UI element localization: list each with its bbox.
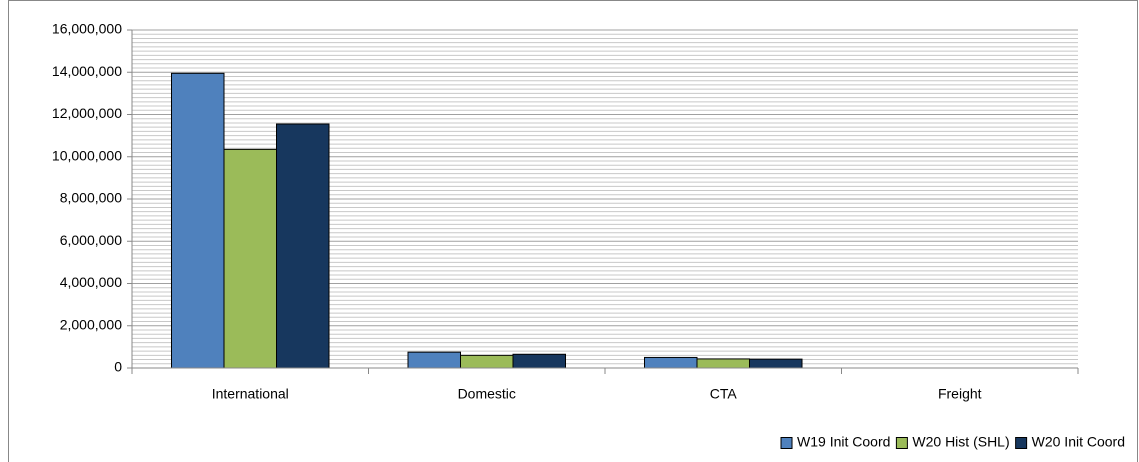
- bar: [276, 123, 330, 369]
- bar: [223, 148, 277, 369]
- x-tick-label: International: [212, 386, 289, 402]
- y-tick-label: 16,000,000: [52, 21, 122, 37]
- x-tick-label: CTA: [710, 386, 738, 402]
- legend-swatch: [780, 437, 793, 449]
- y-tick-label: 10,000,000: [52, 147, 122, 163]
- y-tick-label: 0: [114, 359, 122, 375]
- y-tick-label: 2,000,000: [60, 316, 122, 332]
- y-tick-label: 4,000,000: [60, 274, 122, 290]
- legend-swatch: [895, 437, 908, 449]
- y-tick-label: 12,000,000: [52, 105, 122, 121]
- bar: [749, 358, 803, 369]
- bar: [460, 354, 514, 369]
- bar: [512, 353, 566, 369]
- bar: [407, 351, 461, 369]
- bar: [644, 356, 698, 369]
- bar: [171, 72, 225, 369]
- legend-label: W20 Init Coord: [1032, 434, 1125, 450]
- y-tick-label: 14,000,000: [52, 63, 122, 79]
- x-tick-label: Domestic: [458, 386, 516, 402]
- y-tick-label: 8,000,000: [60, 190, 122, 206]
- y-tick-label: 6,000,000: [60, 232, 122, 248]
- legend-swatch: [1015, 437, 1028, 449]
- legend-label: W19 Init Coord: [797, 434, 890, 450]
- x-tick-label: Freight: [938, 386, 982, 402]
- legend-label: W20 Hist (SHL): [912, 434, 1009, 450]
- bar: [696, 358, 750, 369]
